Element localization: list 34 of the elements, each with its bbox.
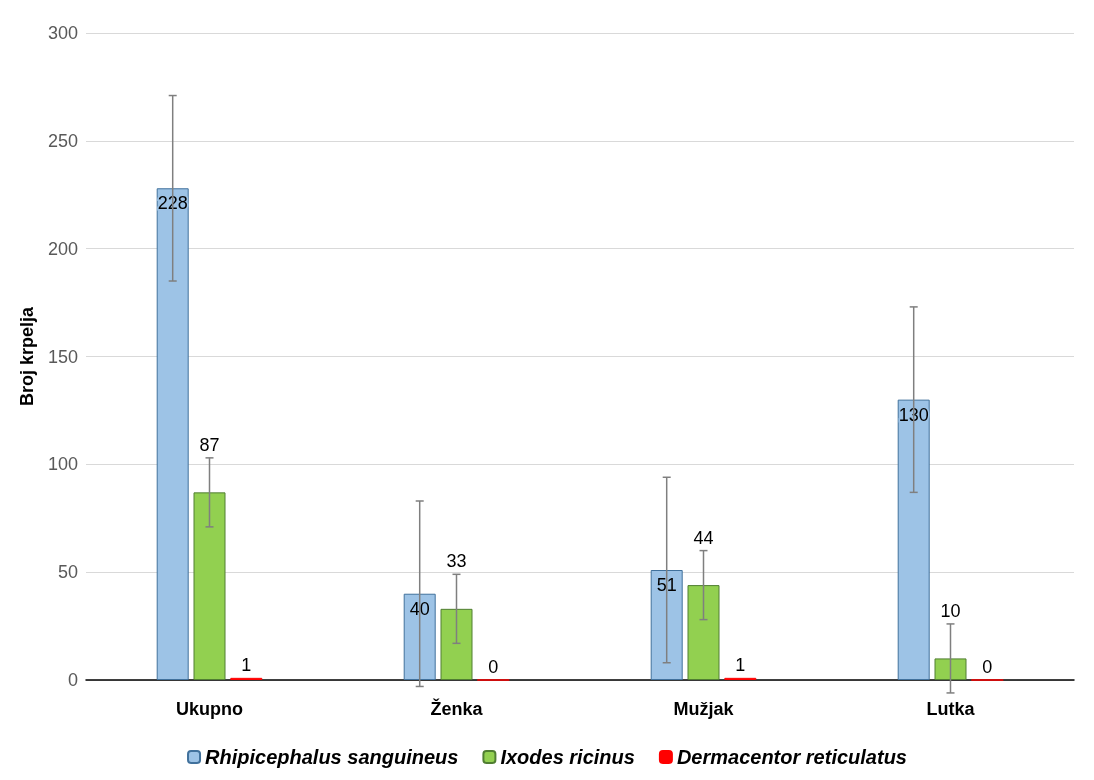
y-tick-label: 0 [67, 670, 78, 690]
y-axis-title: Broj krpelja [17, 306, 37, 407]
bar [897, 399, 930, 680]
y-tick-label: 300 [47, 23, 78, 43]
data-label: 1 [735, 654, 746, 675]
bar [650, 570, 683, 680]
data-label: 0 [488, 656, 499, 677]
x-tick-label: Lutka [926, 699, 976, 719]
data-label: 51 [656, 575, 677, 596]
legend-label: Ixodes ricinus [500, 746, 635, 768]
x-tick-label: Ukupno [176, 699, 243, 719]
data-label: 0 [982, 656, 993, 677]
data-label: 40 [409, 598, 430, 619]
data-label: 33 [446, 551, 467, 572]
bar [156, 188, 189, 680]
bar [934, 658, 967, 680]
bar [193, 492, 226, 680]
legend-label: Rhipicephalus sanguineus [205, 746, 459, 768]
legend-label: Dermacentor reticulatus [676, 746, 907, 768]
data-label: 228 [157, 193, 188, 214]
data-label: 87 [199, 434, 220, 455]
y-tick-label: 50 [57, 562, 78, 583]
y-tick-label: 250 [47, 130, 78, 151]
data-label: 10 [940, 600, 961, 621]
data-label: 1 [241, 654, 252, 675]
y-tick-label: 150 [47, 346, 78, 367]
data-label: 130 [898, 404, 929, 425]
data-label: 44 [693, 527, 714, 548]
bar [440, 608, 473, 680]
x-tick-label: Ženka [430, 698, 484, 719]
x-tick-label: Mužjak [673, 699, 735, 719]
y-tick-label: 200 [47, 238, 78, 259]
y-tick-label: 100 [47, 454, 78, 475]
bar [687, 585, 720, 680]
